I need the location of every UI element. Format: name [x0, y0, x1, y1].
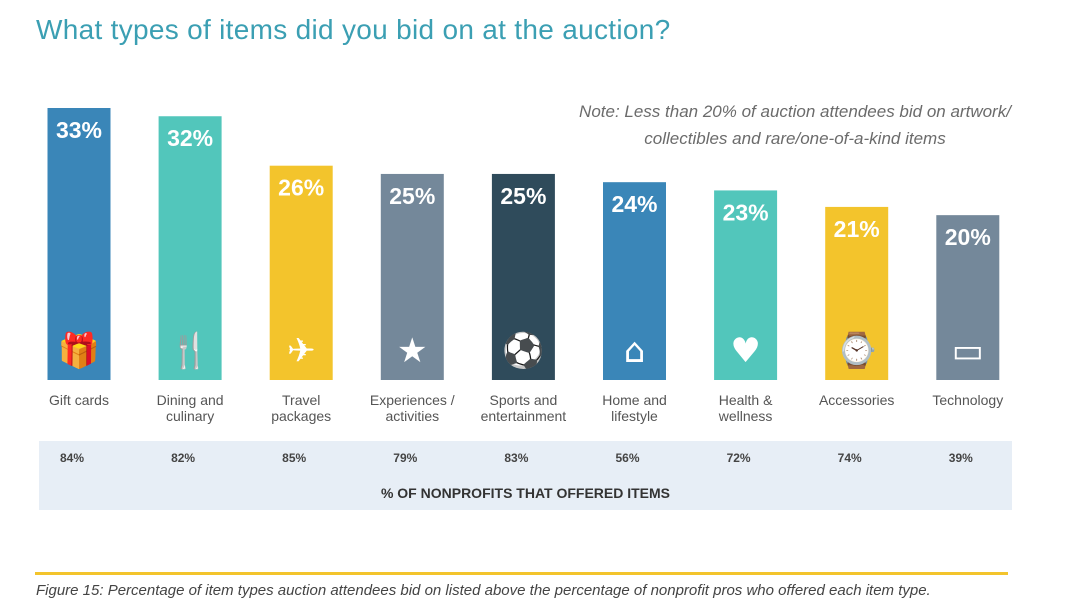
offered-value: 39%: [949, 451, 973, 465]
bar: [47, 108, 111, 380]
data-label: 23%: [723, 199, 769, 225]
chart-note: Note: Less than 20% of auction attendees…: [579, 102, 1011, 148]
data-label: 25%: [389, 183, 435, 209]
category-label: activities: [385, 408, 439, 424]
data-label: 26%: [278, 175, 324, 201]
category-label: Technology: [932, 392, 1003, 408]
offered-value: 85%: [282, 451, 306, 465]
offered-value: 84%: [60, 451, 84, 465]
offered-value: 82%: [171, 451, 195, 465]
category-label: entertainment: [481, 408, 567, 424]
offered-value: 79%: [393, 451, 417, 465]
bar: [825, 206, 889, 380]
watch-icon: ⌚: [836, 331, 878, 371]
offered-band: [39, 441, 1012, 510]
laptop-icon: ▭: [952, 331, 984, 371]
chart-title: What types of items did you bid on at th…: [36, 14, 671, 45]
data-label: 33%: [56, 117, 102, 143]
gift-card-icon: 🎁: [58, 331, 100, 371]
category-label: Dining and: [157, 392, 224, 408]
category-label: Health &: [719, 392, 773, 408]
data-label: 20%: [945, 224, 991, 250]
category-label: lifestyle: [611, 408, 658, 424]
category-label: Accessories: [819, 392, 894, 408]
bar: [380, 173, 444, 380]
category-label: wellness: [718, 408, 773, 424]
bar: [936, 215, 1000, 380]
tickets-icon: ★: [397, 331, 427, 371]
category-label: Sports and: [490, 392, 558, 408]
sports-balls-icon: ⚽: [500, 331, 544, 371]
category-label: Gift cards: [49, 392, 109, 408]
house-icon: ⌂: [624, 331, 646, 371]
data-label: 25%: [500, 183, 546, 209]
category-label: packages: [271, 408, 331, 424]
offered-value: 83%: [504, 451, 528, 465]
bar: [269, 165, 333, 380]
data-label: 24%: [611, 191, 657, 217]
category-label: culinary: [166, 408, 214, 424]
offered-value: 56%: [615, 451, 639, 465]
category-label: Travel: [282, 392, 320, 408]
data-label: 32%: [167, 125, 213, 151]
category-label: Home and: [602, 392, 667, 408]
cutlery-icon: 🍴: [169, 331, 211, 371]
category-label: Experiences /: [370, 392, 455, 408]
offered-value: 72%: [727, 451, 751, 465]
bar: [158, 116, 222, 380]
divider: [35, 572, 1008, 575]
offered-label: % OF NONPROFITS THAT OFFERED ITEMS: [380, 485, 671, 501]
heart-pulse-icon: ♥: [730, 331, 760, 371]
figure-caption: Figure 15: Percentage of item types auct…: [36, 582, 931, 599]
globe-plane-icon: ✈: [287, 331, 316, 371]
offered-value: 74%: [838, 451, 862, 465]
bar: [603, 182, 666, 380]
data-label: 21%: [834, 216, 880, 242]
bar: [714, 190, 778, 380]
bar: [491, 173, 555, 380]
